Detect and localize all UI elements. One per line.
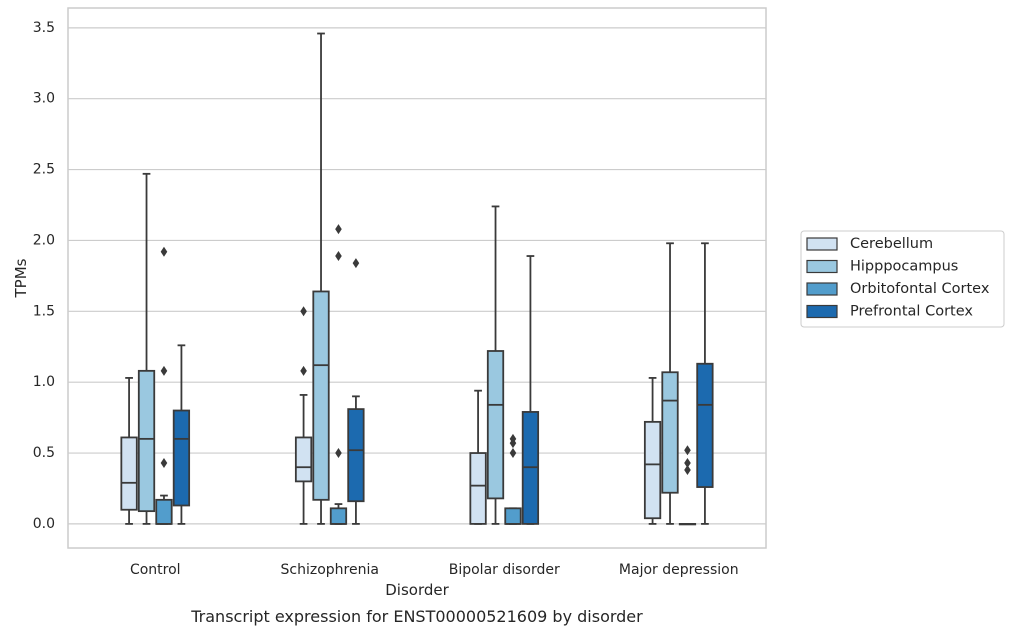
y-axis-label: TPMs [12, 258, 30, 298]
outlier-point [160, 365, 168, 376]
box [329, 507, 348, 525]
legend-swatch [806, 237, 838, 251]
outlier-point [684, 457, 691, 468]
y-tick-label: 0.0 [33, 516, 55, 532]
boxes [120, 32, 714, 526]
y-tick-label: 2.0 [33, 232, 55, 248]
box [137, 369, 156, 513]
box [294, 436, 313, 483]
legend-label: Orbitofontal Cortex [850, 281, 990, 297]
y-tick-label: 3.5 [33, 20, 55, 36]
box [696, 362, 714, 488]
outlier-point [509, 448, 517, 459]
legend-label: Cerebellum [850, 236, 933, 252]
y-tick-label: 2.5 [33, 162, 55, 178]
outlier-point [509, 433, 517, 444]
y-tick-label: 0.5 [33, 445, 55, 461]
outlier-point [335, 224, 342, 235]
box [469, 452, 487, 525]
legend-label: Hipppocampus [850, 259, 958, 275]
outlier-point [335, 251, 342, 262]
outlier-point [684, 465, 691, 476]
box [312, 290, 330, 501]
box [486, 350, 505, 500]
legend-swatch [806, 259, 838, 274]
legend: Cerebellum Hipppocampus Orbitofontal Corte… [800, 230, 1005, 328]
x-tick-label: Major depression [619, 562, 739, 578]
legend-frame [800, 230, 1005, 328]
box [643, 420, 662, 520]
outlier-point [300, 365, 307, 376]
legend-label: Prefrontal Cortex [850, 304, 973, 320]
axes: 0.0 0.5 1.0 1.5 2.0 2.5 3.0 3.5 Control Schizophr… [33, 20, 739, 578]
grid [68, 27, 766, 525]
box [120, 436, 138, 511]
box [155, 498, 173, 525]
outlier-point [160, 246, 168, 257]
chart-caption: Transcript expression for ENST0000052160… [190, 607, 643, 626]
y-tick-label: 3.0 [33, 91, 55, 107]
x-tick-label: Schizophrenia [281, 562, 379, 578]
box [504, 507, 522, 525]
x-tick-label: Control [130, 562, 181, 578]
box [661, 371, 679, 494]
legend-swatch [806, 282, 838, 296]
outlier-point [160, 457, 168, 468]
x-tick-label: Bipolar disorder [449, 562, 560, 578]
outlier-point [300, 306, 307, 317]
box [347, 408, 365, 503]
outlier-point [335, 448, 342, 459]
y-tick-label: 1.5 [33, 303, 55, 319]
x-axis-label: Disorder [385, 581, 449, 599]
box [172, 409, 191, 507]
legend-swatch [806, 304, 838, 319]
y-tick-label: 1.0 [33, 374, 55, 390]
outlier-point [684, 445, 691, 456]
plot-frame [67, 7, 767, 549]
outlier-point [352, 258, 360, 269]
